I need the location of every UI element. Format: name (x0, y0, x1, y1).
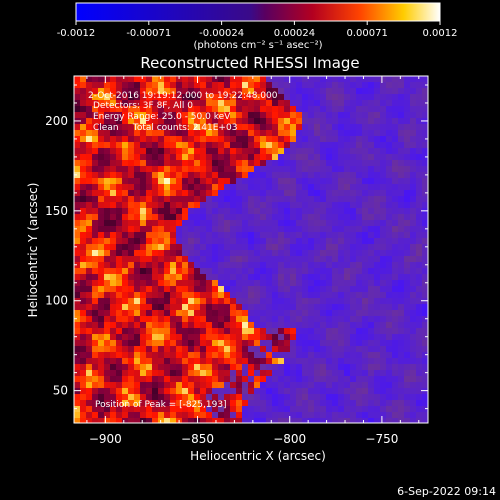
color-bar-unit-label: (photons cm⁻² s⁻¹ asec⁻²) (193, 40, 322, 51)
x-tick-label: −900 (89, 432, 122, 446)
y-tick-label: 200 (45, 114, 68, 128)
y-axis-label: Heliocentric Y (arcsec) (26, 183, 40, 318)
color-bar-tick-label: -0.00024 (199, 28, 244, 39)
footer-timestamp: 6-Sep-2022 09:14 (397, 485, 496, 498)
peak-position-text: Position of Peak = [-825,193] (95, 400, 227, 410)
color-bar-tick-label: 0.00024 (274, 28, 315, 39)
x-axis-tick-labels: −900 −850 −800 −750 (89, 432, 399, 446)
x-tick-label: −800 (273, 432, 306, 446)
annotation-detectors: Detectors: 3F 8F, All 0 (93, 101, 193, 111)
y-tick-label: 50 (53, 384, 68, 398)
color-bar-gradient (75, 2, 441, 22)
y-tick-label: 100 (45, 294, 68, 308)
annotation-time-range: 2-Oct-2016 19:19:12.000 to 19:22:48.000 (88, 91, 278, 101)
y-tick-label: 150 (45, 204, 68, 218)
reconstructed-image-heatmap (74, 76, 428, 423)
color-bar-tick-label: -0.00071 (126, 28, 171, 39)
x-tick-label: −850 (181, 432, 214, 446)
x-axis-label: Heliocentric X (arcsec) (190, 449, 326, 463)
color-bar: -0.0012 -0.00071 -0.00024 0.00024 0.00071 0.0… (57, 2, 458, 51)
axis-ticks (74, 76, 428, 423)
annotation-counts: Clean Total counts: 2.41E+03 (93, 123, 237, 133)
plot-title: Reconstructed RHESSI Image (140, 54, 359, 72)
color-bar-tick-label: -0.0012 (57, 28, 96, 39)
image-panel: 2-Oct-2016 19:19:12.000 to 19:22:48.000 … (73, 75, 429, 424)
annotation-energy-range: Energy Range: 25.0 - 50.0 keV (93, 112, 231, 122)
color-bar-tick-label: 0.0012 (423, 28, 458, 39)
color-bar-tick-marks (75, 21, 441, 25)
color-bar-tick-labels: -0.0012 -0.00071 -0.00024 0.00024 0.00071 0.0… (57, 28, 458, 39)
plot-frame (73, 75, 429, 424)
y-axis-tick-labels: 50 100 150 200 (45, 114, 68, 398)
color-bar-tick-label: 0.00071 (347, 28, 388, 39)
x-tick-label: −750 (365, 432, 398, 446)
